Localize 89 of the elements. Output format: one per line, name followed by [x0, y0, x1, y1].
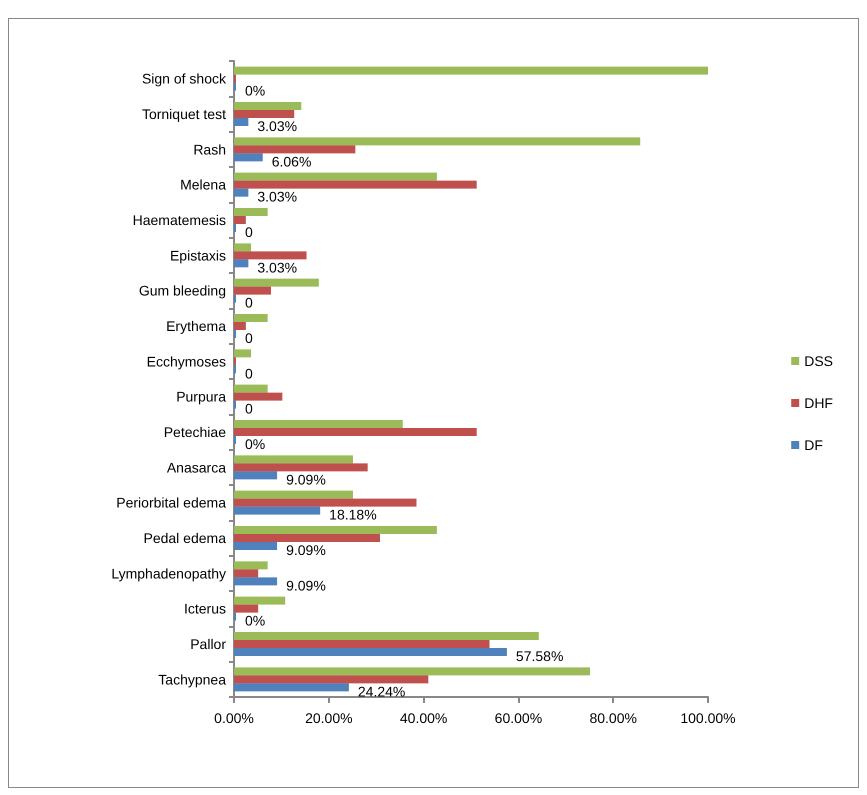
legend-label: DHF — [804, 395, 833, 411]
y-tick-label: Ecchymoses — [146, 353, 226, 370]
bar — [234, 490, 353, 499]
bar — [234, 471, 278, 480]
y-tick-label: Erythema — [166, 318, 226, 334]
y-tick-label: Purpura — [176, 388, 226, 405]
data-label: 9.09% — [286, 471, 326, 488]
y-tick-label: Haematemesis — [132, 212, 226, 228]
bar — [234, 683, 349, 692]
x-tick-label: 0.00% — [214, 710, 254, 726]
x-tick-label: 40.00% — [400, 710, 448, 726]
bar — [234, 66, 708, 75]
y-tick-label: Icterus — [184, 600, 226, 617]
bar — [234, 463, 368, 472]
bar — [234, 596, 286, 605]
data-label: 0 — [245, 224, 253, 240]
data-label: 9.09% — [286, 542, 326, 558]
y-tick-label: Lymphadenopathy — [111, 565, 226, 582]
y-tick-label: Torniquet test — [142, 106, 226, 122]
data-label: 3.03% — [257, 188, 298, 205]
data-label: 0% — [245, 436, 266, 452]
bar — [234, 102, 302, 110]
bar — [234, 632, 539, 640]
legend-label: DF — [804, 437, 823, 453]
bar — [234, 208, 268, 216]
data-label: 0 — [245, 330, 253, 346]
bar — [234, 118, 248, 126]
bar — [234, 278, 319, 287]
y-tick-label: Tachypnea — [158, 671, 226, 688]
y-tick-label: Sign of shock — [142, 70, 227, 87]
y-tick-label: Anasarca — [166, 459, 226, 476]
y-tick-label: Pedal edema — [143, 530, 226, 546]
bar — [234, 604, 258, 613]
data-label: 18.18% — [329, 506, 377, 523]
bar — [234, 153, 263, 162]
bar — [234, 384, 268, 393]
bar — [234, 137, 640, 146]
data-label: 9.09% — [286, 577, 326, 594]
bar — [234, 455, 353, 464]
y-tick-label: Rash — [193, 141, 226, 158]
y-tick-label: Epistaxis — [170, 247, 226, 264]
data-label: 6.06% — [272, 153, 312, 170]
bar — [234, 675, 428, 684]
bar — [234, 314, 268, 322]
y-tick-label: Gum bleeding — [138, 282, 226, 299]
bar — [234, 534, 380, 542]
bar — [234, 561, 268, 570]
x-tick-label: 80.00% — [589, 710, 637, 726]
bar — [234, 251, 307, 260]
bar — [234, 188, 248, 197]
bar — [234, 577, 278, 586]
data-label: 3.03% — [257, 259, 298, 276]
bar — [234, 216, 246, 224]
data-label: 0 — [245, 400, 253, 417]
x-tick-label: 100.00% — [680, 710, 736, 726]
bar — [234, 420, 403, 428]
data-label: 0% — [245, 612, 266, 629]
data-label: 24.24% — [358, 683, 406, 700]
bar — [234, 145, 356, 154]
bar — [234, 392, 282, 401]
bar — [234, 110, 294, 118]
x-tick-label: 20.00% — [305, 710, 353, 726]
bar — [234, 243, 252, 252]
bar — [234, 569, 258, 578]
data-label: 0% — [245, 82, 266, 99]
data-label: 0 — [245, 365, 253, 382]
bar — [234, 542, 278, 550]
y-tick-label: Melena — [180, 176, 226, 193]
bar — [234, 172, 437, 181]
bar — [234, 667, 590, 676]
y-tick-label: Petechiae — [164, 424, 226, 440]
data-label: 57.58% — [516, 648, 564, 664]
bar — [234, 286, 271, 295]
bar — [234, 498, 416, 507]
bar — [234, 428, 477, 436]
bar — [234, 322, 246, 330]
data-label: 3.03% — [257, 118, 298, 134]
legend-label: DSS — [804, 353, 834, 369]
bar — [234, 259, 248, 268]
bar — [234, 648, 507, 656]
bar — [234, 640, 490, 648]
data-label: 0 — [245, 294, 253, 311]
y-tick-label: Pallor — [190, 636, 226, 652]
bar — [234, 506, 320, 515]
bar — [234, 526, 437, 534]
x-tick-label: 60.00% — [494, 710, 542, 726]
bar — [234, 180, 477, 189]
bar — [234, 349, 252, 358]
y-tick-label: Periorbital edema — [116, 494, 226, 511]
